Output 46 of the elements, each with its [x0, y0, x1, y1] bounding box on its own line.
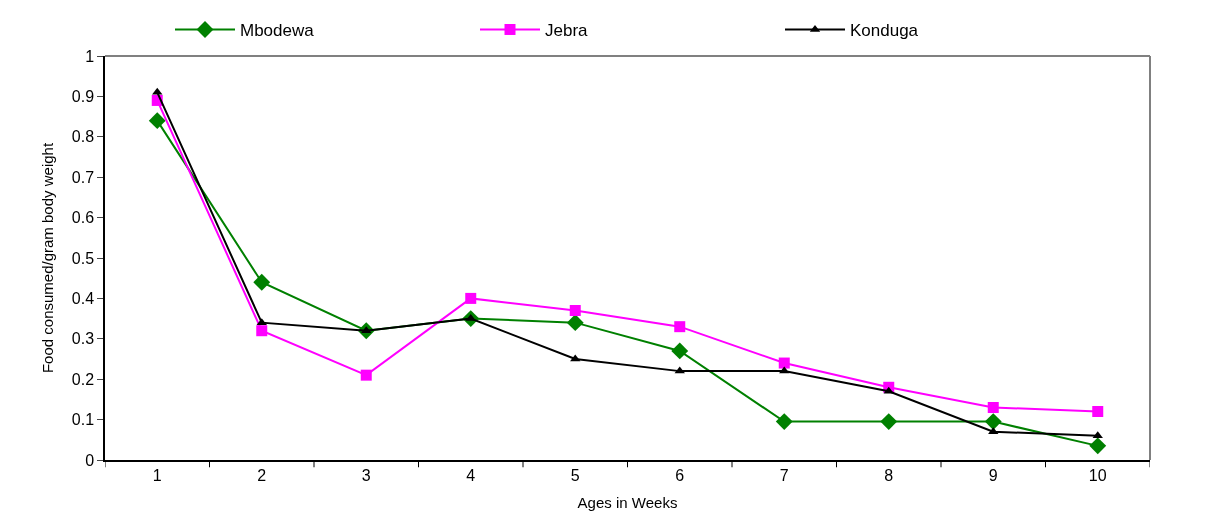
- y-tick-label: 0.5: [71, 249, 95, 267]
- x-tick-label: 8: [884, 466, 894, 484]
- point: [465, 292, 477, 304]
- legend-label: Konduga: [850, 21, 919, 41]
- y-tick-label: 0: [85, 451, 95, 469]
- point: [775, 413, 793, 431]
- point: [880, 413, 898, 431]
- point: [360, 369, 372, 381]
- point: [987, 401, 999, 413]
- point: [671, 342, 689, 360]
- legend-label: Jebra: [545, 21, 589, 41]
- y-tick-label: 1: [85, 47, 95, 65]
- point: [148, 112, 166, 130]
- point: [1089, 437, 1107, 455]
- y-tick-label: 0.1: [71, 411, 95, 429]
- x-tick-label: 10: [1088, 466, 1107, 484]
- y-tick-label: 0.2: [71, 370, 95, 388]
- y-tick-label: 0.3: [71, 330, 95, 348]
- x-tick-label: 4: [466, 466, 476, 484]
- y-tick-label: 0.9: [71, 88, 95, 105]
- point: [152, 87, 163, 95]
- y-tick-label: 0.8: [71, 128, 95, 146]
- point: [778, 357, 790, 369]
- y-tick-label: 0.6: [71, 209, 95, 227]
- point: [1092, 431, 1103, 439]
- legend-label: Mbodewa: [240, 21, 315, 41]
- x-tick-label: 2: [257, 466, 267, 484]
- y-axis-title: Food consumed/gram body weight: [38, 142, 56, 374]
- point: [1092, 406, 1104, 418]
- point: [570, 354, 581, 362]
- point: [883, 386, 894, 394]
- point: [569, 305, 581, 317]
- y-tick-label: 0.4: [71, 290, 95, 307]
- y-tick-label: 0.7: [71, 168, 95, 186]
- x-tick-label: 6: [675, 466, 685, 484]
- x-tick-label: 3: [361, 466, 371, 484]
- point: [674, 321, 686, 333]
- x-tick-label: 5: [570, 466, 580, 484]
- point: [984, 413, 1002, 431]
- x-tick-label: 1: [152, 466, 162, 484]
- point: [253, 273, 271, 291]
- x-tick-label: 7: [779, 466, 789, 484]
- point: [566, 314, 584, 332]
- x-tick-label: 9: [988, 466, 998, 484]
- point: [256, 325, 268, 337]
- x-axis-title: Ages in Weeks: [577, 494, 678, 512]
